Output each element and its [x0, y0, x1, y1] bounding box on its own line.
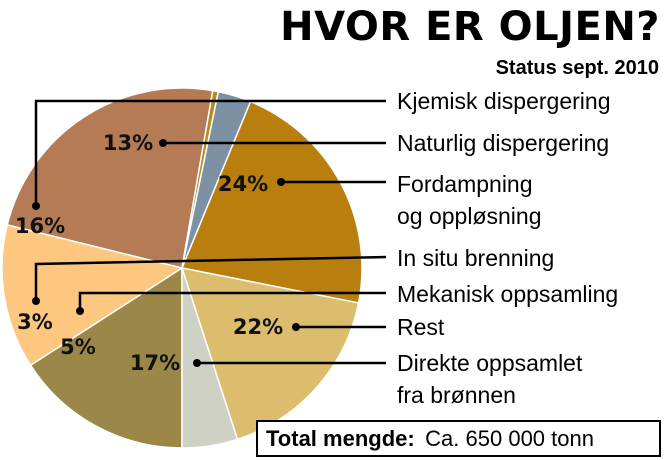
leader-lines — [34, 99, 387, 365]
chart-title: HVOR ER OLJEN? — [280, 4, 660, 50]
label-naturlig: 13% — [103, 131, 153, 155]
legend-in-situ: In situ brenning — [397, 245, 554, 271]
legend-direkte-1: Direkte oppsamlet — [397, 350, 583, 376]
legend-fordampning-2: og oppløsning — [397, 203, 542, 229]
total-value: Ca. 650 000 tonn — [425, 426, 594, 451]
total-label: Total mengde: — [266, 426, 415, 451]
legend: Kjemisk dispergering Naturlig dispergeri… — [397, 88, 618, 408]
dot-in-situ — [32, 297, 40, 305]
legend-fordampning-1: Fordampning — [397, 171, 533, 197]
dot-direkte — [193, 359, 201, 367]
pie-slice-7 — [181, 267, 239, 449]
chart-subtitle: Status sept. 2010 — [496, 57, 659, 79]
label-fordampning: 24% — [218, 172, 268, 196]
pie-slice-2 — [6, 87, 214, 269]
dot-mekanisk — [76, 307, 84, 315]
label-mekanisk: 3% — [17, 310, 53, 334]
label-rest: 22% — [233, 315, 283, 339]
total-text: Total mengde: Ca. 650 000 tonn — [266, 426, 594, 451]
legend-direkte-2: fra brønnen — [397, 382, 516, 408]
dot-fordampning — [277, 178, 285, 186]
leader-mekanisk — [78, 291, 386, 311]
leader-kjemisk — [34, 99, 386, 206]
leader-in-situ — [34, 255, 387, 301]
label-kjemisk: 16% — [15, 214, 65, 238]
legend-naturlig: Naturlig dispergering — [397, 130, 609, 156]
dot-naturlig — [159, 139, 167, 147]
pie-slices — [1, 87, 363, 449]
label-grey: 5% — [60, 335, 96, 359]
pie-slice-0 — [29, 266, 183, 449]
label-direkte: 17% — [130, 351, 180, 375]
legend-kjemisk: Kjemisk dispergering — [397, 88, 610, 114]
total-box-frame — [256, 420, 661, 457]
pie-slice-6 — [180, 267, 360, 441]
dot-kjemisk — [32, 202, 40, 210]
leader-dots — [32, 139, 300, 367]
legend-rest: Rest — [397, 314, 445, 340]
total-box: Total mengde: Ca. 650 000 tonn — [256, 420, 661, 457]
legend-mekanisk: Mekanisk oppsamling — [397, 281, 618, 307]
pie-slice-1 — [1, 223, 184, 367]
dot-rest — [292, 323, 300, 331]
